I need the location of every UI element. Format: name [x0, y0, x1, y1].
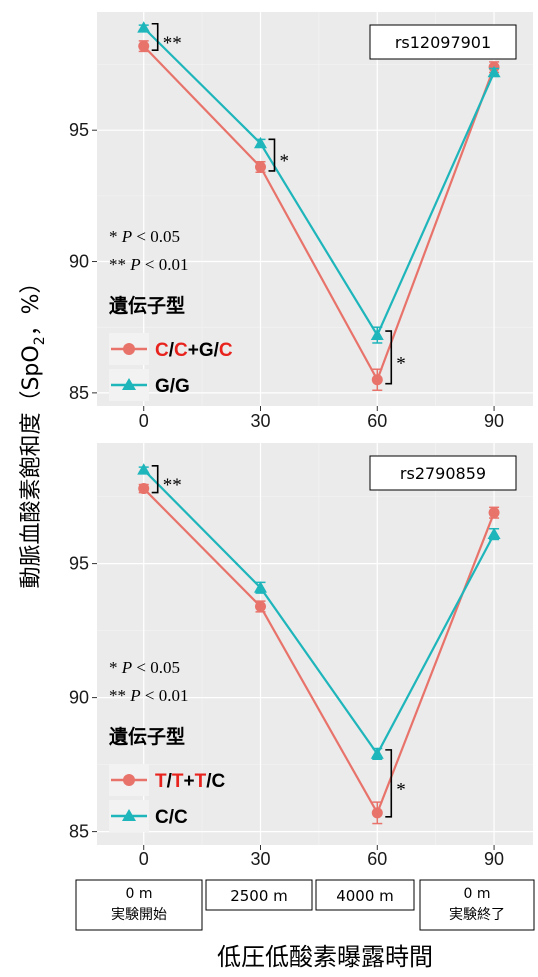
y-tick-label: 90 [69, 688, 89, 708]
condition-box [205, 879, 313, 911]
condition-box [419, 879, 535, 931]
plot-background [97, 12, 533, 406]
legend-title: 遺伝子型 [109, 294, 185, 317]
condition-label: 0 m [126, 886, 153, 902]
significance-bracket [151, 22, 159, 51]
data-point-circle [371, 374, 383, 386]
x-tick-label: 30 [250, 849, 270, 869]
y-tick-label: 95 [69, 554, 89, 574]
x-tick-label: 90 [484, 849, 504, 869]
legend-key-triangle [122, 378, 136, 390]
legend-key-circle [123, 343, 135, 355]
legend-title: 遺伝子型 [109, 725, 185, 748]
data-point-triangle [370, 328, 384, 340]
significance-label: * [396, 353, 406, 374]
significance-label: ** [163, 33, 182, 54]
data-point-circle [255, 161, 266, 173]
series-line-1 [142, 487, 496, 816]
significance-label: * [396, 779, 406, 800]
legend-label: C/C+G/C [155, 340, 233, 361]
legend: 遺伝子型 T/T+T/C C/C [109, 725, 225, 832]
data-point-circle [371, 807, 383, 819]
significance-label: * [280, 151, 290, 172]
x-tick-label: 90 [484, 411, 504, 431]
y-tick-label: 95 [69, 120, 89, 140]
legend-key-triangle [122, 809, 136, 821]
significance-label: ** [163, 475, 182, 496]
p-value-note: ** P < 0.01 [109, 255, 188, 274]
condition-label: 0 m [464, 886, 491, 902]
y-tick-label: 90 [69, 252, 89, 272]
series-line-1 [142, 45, 496, 383]
condition-boxes: 0 m 実験開始 2500 m 4000 m 0 m 実験終了 [75, 879, 535, 931]
condition-box [75, 879, 203, 931]
legend-label: G/G [155, 376, 190, 397]
p-value-note: ** P < 0.01 [109, 686, 188, 705]
x-tick-label: 30 [250, 411, 270, 431]
condition-label: 2500 m [230, 887, 288, 905]
legend-key-circle [123, 774, 135, 786]
x-axis-label: 低圧低酸素曝露時間 [217, 943, 433, 971]
data-point-circle [488, 507, 500, 519]
legend-label: T/T+T/C [155, 771, 225, 792]
legend: 遺伝子型 C/C+G/C G/G [109, 294, 233, 401]
x-tick-label: 60 [367, 849, 387, 869]
series-line-2 [142, 469, 496, 756]
p-value-note: * P < 0.05 [109, 227, 180, 246]
data-point-triangle [370, 747, 384, 759]
data-point-triangle [254, 581, 267, 593]
snp-label-box [369, 24, 517, 60]
legend-label: C/C [155, 807, 188, 828]
data-point-triangle [487, 65, 501, 78]
significance-bracket [385, 330, 393, 385]
x-tick-label: 0 [139, 849, 149, 869]
y-tick-label: 85 [69, 822, 89, 842]
condition-box [315, 879, 415, 911]
condition-label: 実験開始 [111, 907, 167, 923]
x-tick-label: 0 [139, 411, 149, 431]
significance-bracket [151, 465, 159, 494]
significance-bracket [385, 749, 393, 818]
data-point-triangle [137, 21, 151, 33]
series-line-2 [142, 26, 496, 338]
y-axis-label: 動脈血酸素飽和度（SpO2，%） [19, 271, 48, 588]
data-point-triangle [487, 527, 501, 539]
snp-label: rs12097901 [395, 33, 491, 52]
snp-label: rs2790859 [400, 464, 486, 483]
plot-background [97, 443, 533, 845]
condition-label: 実験終了 [449, 907, 505, 923]
snp-label-box [369, 455, 517, 491]
data-point-circle [255, 600, 266, 612]
condition-label: 4000 m [336, 887, 394, 905]
x-tick-label: 60 [367, 411, 387, 431]
data-point-circle [138, 483, 150, 495]
y-tick-label: 85 [69, 383, 89, 403]
significance-bracket [268, 138, 276, 172]
data-point-triangle [254, 136, 267, 149]
data-point-circle [138, 40, 150, 52]
p-value-note: * P < 0.05 [109, 658, 180, 677]
data-point-triangle [137, 463, 151, 475]
